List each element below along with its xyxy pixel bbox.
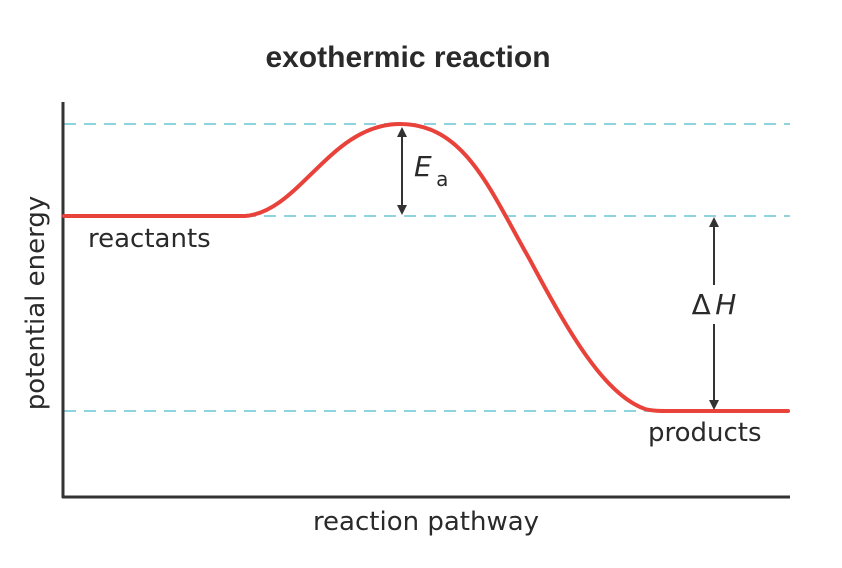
activation-energy-subscript: a [436,167,448,191]
activation-energy-label: E a [414,150,448,191]
enthalpy-delta-symbol: Δ [692,288,711,321]
x-axis-label: reaction pathway [313,507,539,537]
diagram-title: exothermic reaction [265,41,550,74]
energy-curve [62,121,790,413]
enthalpy-change-label: Δ H [692,288,737,321]
reactants-label: reactants [88,224,211,254]
enthalpy-h-symbol: H [715,288,736,321]
products-label: products [648,418,762,448]
activation-energy-symbol: E [414,150,432,183]
y-axis-label: potential energy [21,196,51,411]
